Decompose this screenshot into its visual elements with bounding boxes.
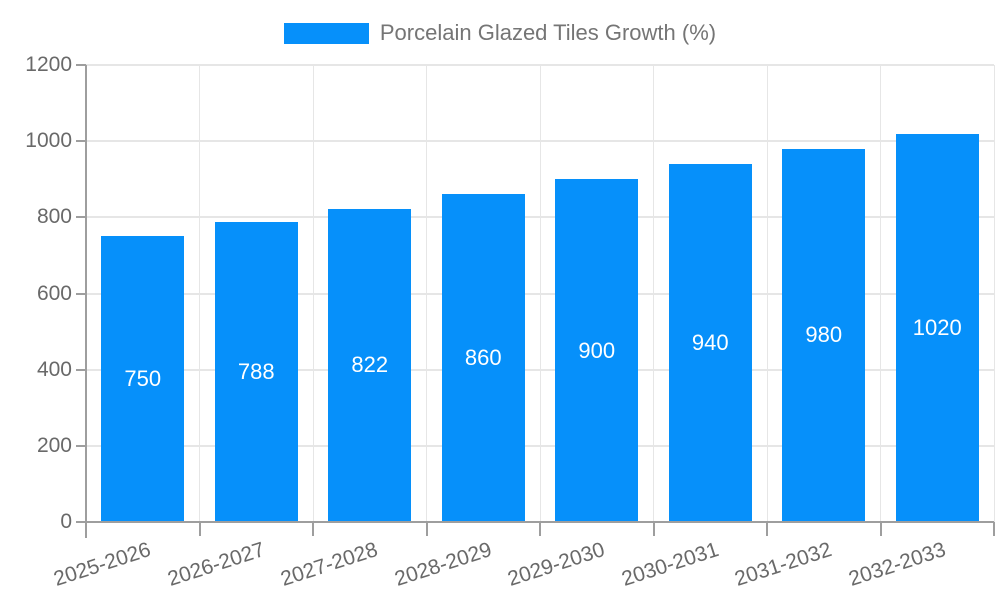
x-axis-category-label: 2032-2033 <box>845 538 949 591</box>
x-axis-category-label: 2025-2026 <box>51 538 154 591</box>
legend-swatch <box>283 22 369 44</box>
y-axis-tick-label: 200 <box>36 433 72 457</box>
y-axis-tick <box>76 368 86 371</box>
y-axis-tick-label: 800 <box>36 205 72 229</box>
bar-value-label: 860 <box>464 345 502 371</box>
x-axis-line <box>86 521 994 523</box>
y-axis-tick-label: 400 <box>36 357 72 381</box>
x-axis-tick <box>652 522 655 536</box>
bar[interactable] <box>214 221 298 522</box>
bar[interactable] <box>441 194 525 522</box>
legend-label: Porcelain Glazed Tiles Growth (%) <box>379 20 717 45</box>
x-axis-category-label: 2028-2029 <box>391 538 495 591</box>
x-axis-tick <box>425 522 428 536</box>
y-axis-tick <box>76 292 86 295</box>
x-axis-category-label: 2029-2030 <box>505 538 608 591</box>
bar-value-label: 940 <box>691 330 729 355</box>
x-axis-tick <box>539 522 541 536</box>
x-axis-category-label: 2031-2032 <box>732 538 835 591</box>
y-axis-tick <box>76 216 86 219</box>
x-gridline <box>426 65 427 522</box>
y-axis-tick <box>76 140 86 143</box>
bar-value-label: 750 <box>124 366 162 392</box>
bar-value-label: 900 <box>578 337 616 363</box>
x-axis-tick <box>879 522 882 536</box>
y-axis-line <box>85 65 87 538</box>
bar[interactable] <box>328 208 412 522</box>
x-gridline <box>653 65 654 522</box>
x-axis-category-label: 2027-2028 <box>278 538 381 591</box>
y-axis-tick <box>76 64 86 66</box>
x-gridline <box>993 65 995 522</box>
y-axis-tick <box>76 521 86 523</box>
x-axis-category-label: 2030-2031 <box>618 538 722 591</box>
bar-value-label: 822 <box>351 352 389 378</box>
x-gridline <box>312 65 314 522</box>
x-gridline <box>539 65 541 522</box>
y-axis-tick-label: 1200 <box>25 53 72 76</box>
bar-value-label: 788 <box>237 358 275 384</box>
x-axis-tick <box>198 522 201 536</box>
x-axis-tick <box>993 522 995 536</box>
y-axis-tick <box>76 444 86 447</box>
x-axis-tick <box>312 522 314 536</box>
bar[interactable] <box>668 164 752 522</box>
bar[interactable] <box>895 133 979 522</box>
x-gridline <box>880 65 881 522</box>
bar-value-label: 980 <box>805 322 843 348</box>
bar-value-label: 1020 <box>912 314 962 340</box>
y-axis-tick-label: 1000 <box>25 129 72 153</box>
x-gridline <box>766 65 768 522</box>
legend: Porcelain Glazed Tiles Growth (%) <box>0 20 1000 46</box>
bar[interactable] <box>555 179 639 522</box>
x-axis-category-label: 2026-2027 <box>164 538 268 591</box>
bar[interactable] <box>101 236 185 522</box>
y-axis-tick-label: 600 <box>36 281 72 305</box>
x-axis-tick <box>766 522 768 536</box>
x-gridline <box>199 65 200 522</box>
bar[interactable] <box>782 148 866 522</box>
y-axis-tick-label: 0 <box>60 510 72 533</box>
